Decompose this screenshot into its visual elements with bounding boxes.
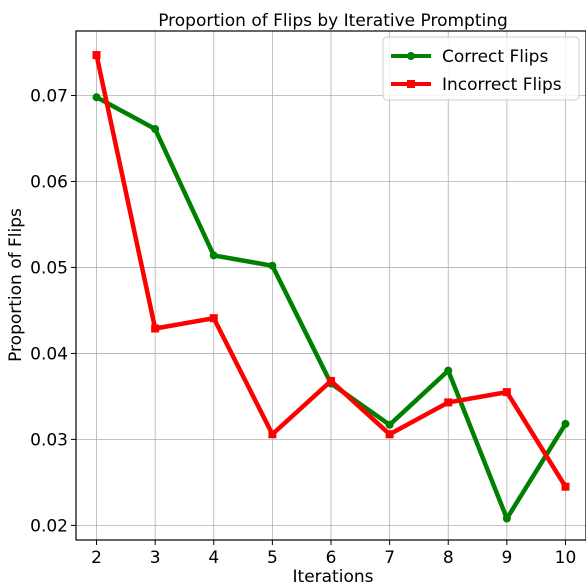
x-axis-label: Iterations <box>293 567 374 586</box>
correct-flips-point <box>561 419 570 428</box>
legend-marker-incorrect <box>407 80 415 88</box>
incorrect-flips-point <box>561 482 570 491</box>
y-axis-label: Proportion of Flips <box>6 208 26 362</box>
y-tick-label: 0.07 <box>30 86 68 106</box>
x-tick-label: 8 <box>443 548 454 568</box>
y-tick-label: 0.06 <box>30 172 68 192</box>
y-tick-label: 0.03 <box>30 430 68 450</box>
legend-marker-correct <box>407 52 415 60</box>
incorrect-flips-point <box>268 430 277 439</box>
correct-flips-point <box>151 125 160 134</box>
series-incorrect-flips <box>92 51 570 491</box>
y-tick-label: 0.04 <box>30 344 68 364</box>
incorrect-flips-point <box>385 430 394 439</box>
correct-flips-point <box>268 261 277 270</box>
incorrect-flips-point <box>92 51 101 60</box>
x-tick-label: 2 <box>91 548 102 568</box>
chart-title: Proportion of Flips by Iterative Prompti… <box>158 11 508 31</box>
x-tick-label: 7 <box>384 548 395 568</box>
incorrect-flips-point <box>209 314 218 323</box>
x-tick-label: 9 <box>501 548 512 568</box>
incorrect-flips-point <box>502 388 511 397</box>
legend-label-correct: Correct Flips <box>442 47 548 67</box>
x-tick-label: 4 <box>208 548 219 568</box>
ticks: 2 3 4 5 6 7 8 9 10 0.02 0.03 0.04 0.05 0.06 0.07 <box>30 86 576 568</box>
correct-flips-point <box>502 514 511 523</box>
x-tick-label: 3 <box>150 548 161 568</box>
incorrect-flips-point <box>151 324 160 333</box>
series-layer <box>92 51 570 523</box>
legend-box <box>382 36 580 101</box>
incorrect-flips-point <box>327 376 335 385</box>
correct-flips-point <box>444 366 453 375</box>
x-tick-label: 10 <box>555 548 577 568</box>
legend-label-incorrect: Incorrect Flips <box>442 75 562 95</box>
correct-flips-point <box>385 420 394 429</box>
y-tick-label: 0.02 <box>30 516 68 536</box>
incorrect-flips-point <box>444 398 453 407</box>
grid <box>76 31 586 540</box>
correct-flips-point <box>209 251 218 260</box>
legend: Correct Flips Incorrect Flips <box>382 36 580 101</box>
correct-flips-point <box>92 93 101 102</box>
x-tick-label: 6 <box>326 548 337 568</box>
y-tick-label: 0.05 <box>30 258 68 278</box>
x-tick-label: 5 <box>267 548 278 568</box>
